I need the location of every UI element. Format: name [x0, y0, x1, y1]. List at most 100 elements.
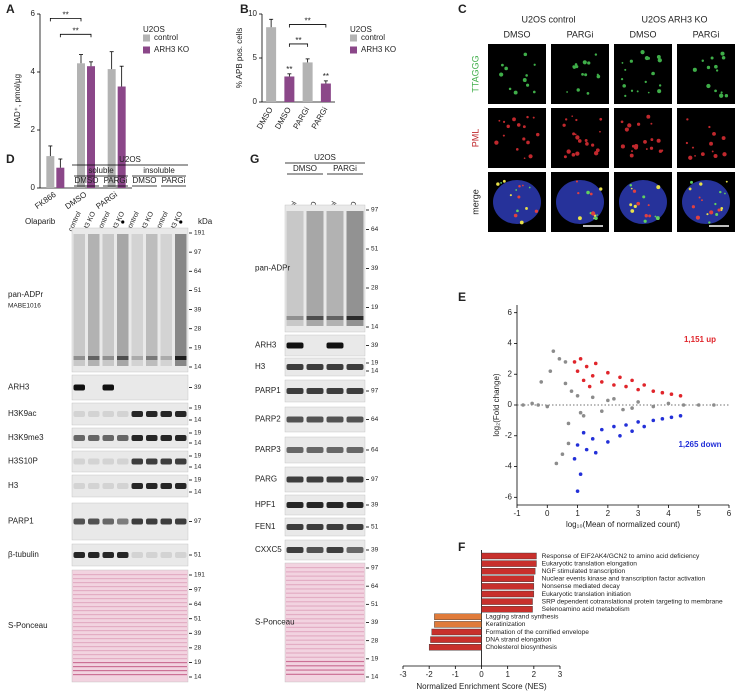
x-tick-label: 1 — [505, 670, 510, 679]
focus — [725, 180, 728, 183]
ponceau-band — [286, 588, 364, 590]
band — [346, 447, 364, 453]
ponceau-band — [286, 639, 364, 641]
ponceau-band — [73, 638, 187, 640]
point — [678, 393, 683, 398]
legend-swatch — [143, 46, 150, 54]
band — [175, 356, 187, 360]
y-tick-label: -6 — [505, 492, 513, 501]
y-tick-label: 4 — [31, 67, 36, 76]
band — [117, 435, 129, 441]
focus — [582, 60, 587, 65]
focus — [496, 182, 500, 186]
point — [563, 360, 568, 364]
micrograph — [551, 44, 609, 104]
marker-label: 97 — [194, 586, 202, 593]
point — [606, 440, 610, 444]
bar-label: Selenoamino acid metabolism — [542, 606, 630, 613]
point — [621, 407, 625, 412]
smear — [131, 234, 143, 366]
row-label: ARH3 — [255, 341, 277, 350]
bar — [266, 27, 277, 103]
treatment-label: DMSO — [75, 176, 99, 185]
point — [590, 437, 595, 441]
x-tick-label: FK866 — [33, 190, 58, 211]
band — [346, 316, 364, 320]
focus — [593, 151, 599, 156]
micrograph — [488, 108, 546, 168]
point — [584, 364, 589, 369]
marker-label: 14 — [371, 674, 379, 681]
smear — [102, 234, 114, 366]
bar — [481, 598, 533, 605]
bar-label: SRP dependent cotranslational protein ta… — [542, 598, 723, 605]
point — [612, 383, 616, 387]
x-axis-label: log₁₀(Mean of normalized count) — [566, 520, 680, 529]
point — [575, 443, 580, 447]
point — [554, 461, 559, 466]
column-group-header: U2OS ARH3 KO — [641, 14, 707, 24]
band — [286, 447, 304, 453]
focus — [627, 123, 632, 128]
focus — [571, 153, 576, 157]
focus — [648, 214, 652, 218]
band — [88, 435, 100, 441]
focus — [655, 216, 660, 221]
focus — [701, 59, 704, 62]
focus — [525, 207, 528, 210]
row-label: FEN1 — [255, 522, 276, 531]
focus — [577, 191, 580, 195]
focus — [562, 123, 566, 127]
row-label: PARP2 — [255, 415, 281, 424]
point — [660, 390, 665, 395]
legend-title: U2OS — [143, 25, 165, 34]
focus — [563, 155, 567, 159]
focus — [624, 68, 627, 71]
row-label: β-tubulin — [8, 550, 39, 559]
y-tick-label: -4 — [505, 462, 513, 471]
point — [669, 392, 674, 397]
x-tick-label: -3 — [399, 670, 407, 679]
band — [88, 356, 100, 360]
marker-label: 64 — [194, 601, 202, 608]
bar — [428, 644, 482, 651]
focus — [688, 187, 692, 191]
band — [102, 356, 114, 360]
band — [131, 518, 143, 525]
band — [102, 384, 114, 391]
band — [117, 483, 129, 489]
point — [521, 403, 525, 407]
treatment-label: PARGi — [162, 176, 186, 185]
focus — [513, 213, 518, 218]
focus — [622, 84, 626, 88]
annotation: 1,151 up — [684, 335, 716, 344]
point — [551, 349, 556, 353]
band — [346, 364, 364, 370]
x-tick-label: 3 — [558, 670, 563, 679]
bar-label: DNA strand elongation — [486, 636, 552, 643]
marker-label: 14 — [194, 674, 202, 681]
legend-label: control — [361, 33, 385, 42]
y-tick-label: 4 — [508, 339, 513, 348]
ponceau-band — [73, 598, 187, 600]
marker-label: 97 — [371, 207, 379, 214]
marker-label: 51 — [371, 524, 379, 531]
marker-label: 97 — [194, 249, 202, 256]
focus — [688, 155, 693, 160]
significance: ** — [295, 36, 301, 45]
band — [73, 483, 85, 489]
y-axis-label: % APB pos. cells — [235, 28, 244, 88]
focus — [722, 152, 727, 157]
band — [146, 518, 158, 525]
x-tick-label: -1 — [452, 670, 460, 679]
focus — [572, 132, 576, 136]
focus — [585, 142, 589, 146]
band — [286, 342, 304, 349]
focus — [719, 93, 724, 98]
ponceau-band — [73, 574, 187, 576]
marker-label: 39 — [194, 384, 202, 391]
focus — [690, 180, 693, 184]
ponceau-band — [286, 579, 364, 582]
focus — [695, 215, 700, 220]
focus — [536, 132, 540, 137]
